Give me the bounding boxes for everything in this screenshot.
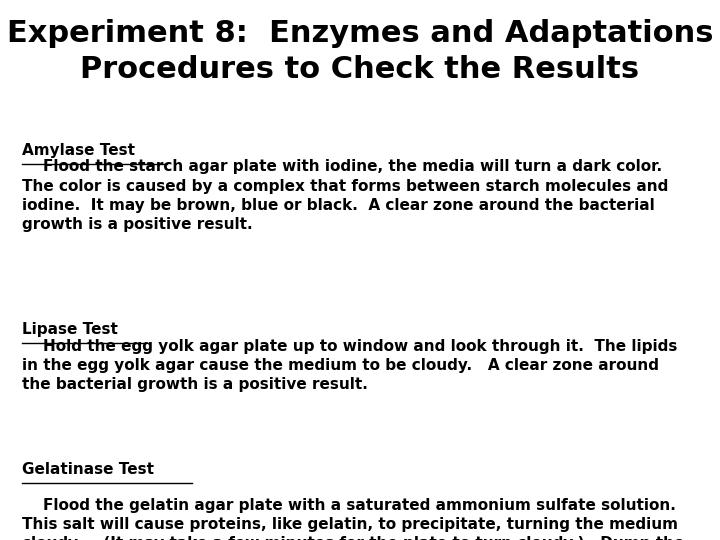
Text: Gelatinase Test: Gelatinase Test — [22, 462, 153, 477]
Text: Lipase Test: Lipase Test — [22, 322, 117, 338]
Text: Amylase Test: Amylase Test — [22, 143, 135, 158]
Text: Experiment 8:  Enzymes and Adaptations
Procedures to Check the Results: Experiment 8: Enzymes and Adaptations Pr… — [6, 19, 714, 84]
Text: Flood the gelatin agar plate with a saturated ammonium sulfate solution.
This sa: Flood the gelatin agar plate with a satu… — [22, 478, 684, 540]
Text: Hold the egg yolk agar plate up to window and look through it.  The lipids
in th: Hold the egg yolk agar plate up to windo… — [22, 339, 677, 392]
Text: Flood the starch agar plate with iodine, the media will turn a dark color.
The c: Flood the starch agar plate with iodine,… — [22, 159, 668, 232]
